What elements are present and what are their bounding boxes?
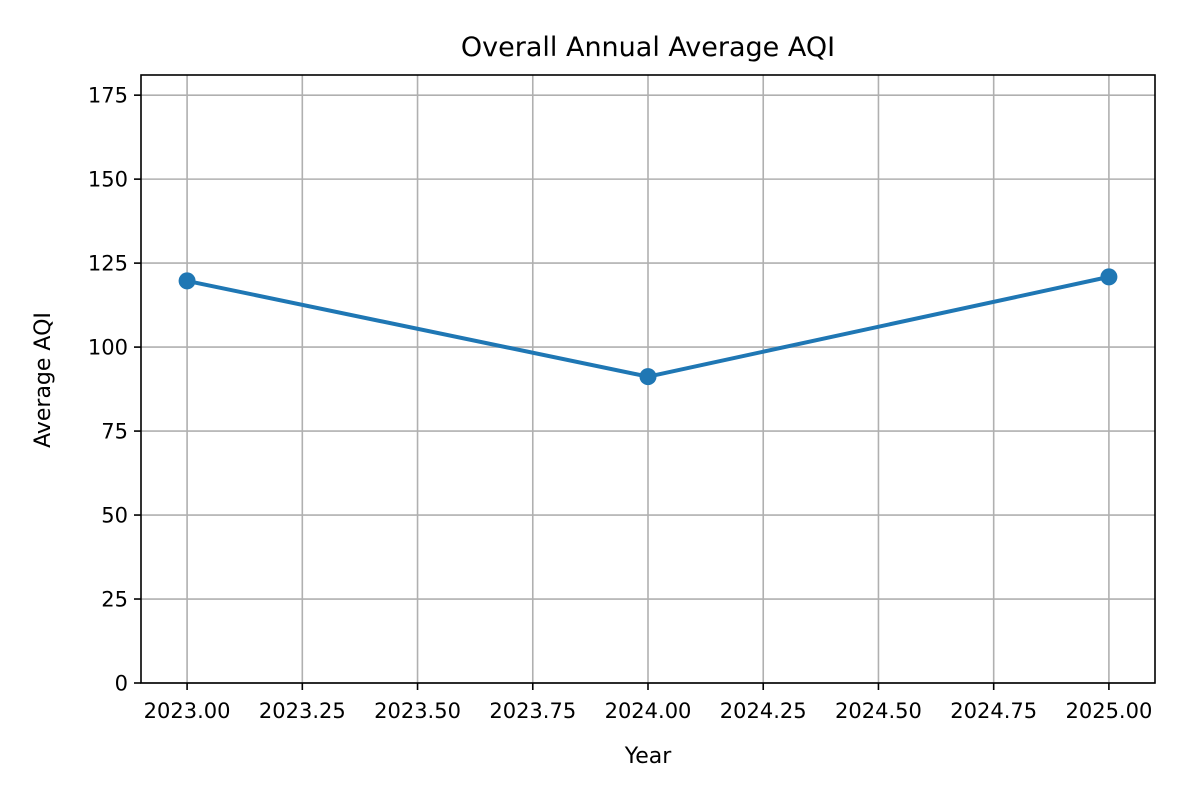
x-tick-label: 2024.00 [605,699,692,723]
y-tick-label: 150 [88,168,128,192]
x-tick-label: 2025.00 [1065,699,1152,723]
x-tick-label: 2024.50 [835,699,922,723]
y-tick-label: 175 [88,84,128,108]
x-tick-label: 2023.75 [489,699,576,723]
y-tick-label: 0 [115,672,128,696]
y-tick-label: 50 [101,504,128,528]
y-tick-label: 100 [88,336,128,360]
data-point [639,368,657,386]
y-axis-label: Average AQI [31,312,56,448]
y-tick-label: 75 [101,420,128,444]
x-tick-label: 2024.25 [720,699,807,723]
x-tick-label: 2023.00 [144,699,231,723]
x-tick-label: 2024.75 [950,699,1037,723]
axis-ticks: 2023.00 2023.25 2023.50 2023.75 2024.00 2024.… [88,84,1152,723]
data-point [1100,268,1118,286]
x-axis-label: Year [624,744,673,769]
grid-lines [141,75,1155,684]
y-tick-label: 125 [88,252,128,276]
y-tick-label: 25 [101,588,128,612]
data-point [178,272,196,290]
series-aqi [178,268,1118,386]
chart-title: Overall Annual Average AQI [461,32,835,63]
x-tick-label: 2023.50 [374,699,461,723]
x-tick-label: 2023.25 [259,699,346,723]
